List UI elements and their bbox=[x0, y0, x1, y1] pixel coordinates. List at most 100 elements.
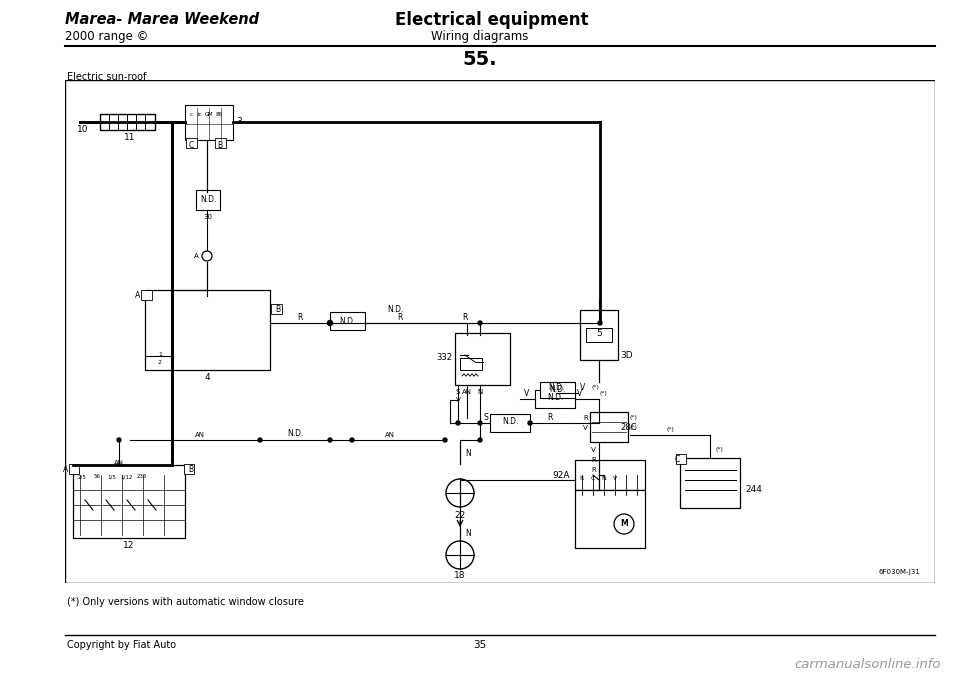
Text: R: R bbox=[547, 414, 553, 422]
Text: N: N bbox=[602, 475, 607, 481]
Text: ic: ic bbox=[198, 111, 203, 117]
Bar bbox=[680, 458, 740, 508]
Circle shape bbox=[117, 438, 121, 442]
Bar bbox=[69, 464, 79, 474]
Text: V: V bbox=[577, 389, 583, 399]
Circle shape bbox=[443, 438, 447, 442]
Bar bbox=[186, 138, 197, 148]
Text: Electrical equipment: Electrical equipment bbox=[395, 11, 588, 29]
Text: 28C: 28C bbox=[620, 424, 636, 433]
Circle shape bbox=[327, 321, 332, 325]
Text: 5: 5 bbox=[596, 330, 602, 338]
Bar bbox=[330, 312, 365, 330]
Circle shape bbox=[258, 438, 262, 442]
Text: (*): (*) bbox=[666, 428, 674, 433]
Text: 11: 11 bbox=[124, 134, 135, 142]
Text: 10: 10 bbox=[77, 125, 88, 134]
Text: Copyright by Fiat Auto: Copyright by Fiat Auto bbox=[67, 640, 176, 650]
Text: 3D: 3D bbox=[620, 351, 633, 359]
Text: V: V bbox=[456, 397, 461, 403]
Text: 55.: 55. bbox=[463, 50, 497, 69]
Text: 6F030M-J31: 6F030M-J31 bbox=[878, 569, 920, 575]
Text: AN: AN bbox=[462, 389, 472, 395]
Bar bbox=[535, 390, 575, 408]
Text: 22: 22 bbox=[454, 511, 466, 521]
Bar bbox=[575, 460, 645, 490]
Text: 86: 86 bbox=[215, 111, 223, 117]
Text: 2/5: 2/5 bbox=[78, 475, 86, 479]
Text: AN: AN bbox=[195, 432, 205, 438]
Text: 2000 range ©: 2000 range © bbox=[65, 30, 149, 43]
Circle shape bbox=[456, 421, 460, 425]
Circle shape bbox=[350, 438, 354, 442]
Circle shape bbox=[478, 321, 482, 325]
Circle shape bbox=[598, 321, 602, 325]
Bar bbox=[460, 358, 482, 370]
Text: N.D.: N.D. bbox=[549, 386, 565, 395]
Circle shape bbox=[478, 421, 482, 425]
Bar bbox=[145, 290, 270, 370]
Text: S: S bbox=[484, 414, 489, 422]
Bar bbox=[490, 414, 530, 432]
Text: R: R bbox=[580, 475, 584, 481]
Text: N.D.: N.D. bbox=[548, 384, 565, 393]
Text: N.D.: N.D. bbox=[387, 306, 403, 315]
Text: N: N bbox=[477, 389, 483, 395]
Text: V: V bbox=[580, 384, 586, 393]
Text: carmanualsonline.info: carmanualsonline.info bbox=[794, 658, 941, 671]
Text: R: R bbox=[397, 313, 402, 323]
Text: S: S bbox=[456, 389, 460, 395]
Bar bbox=[73, 465, 185, 538]
Text: R: R bbox=[584, 415, 588, 421]
Bar bbox=[215, 138, 226, 148]
Text: V: V bbox=[524, 389, 530, 399]
Bar bbox=[580, 310, 618, 360]
Text: 1/5: 1/5 bbox=[108, 475, 116, 479]
Bar bbox=[676, 454, 686, 464]
Text: 235: 235 bbox=[136, 475, 147, 479]
Text: V: V bbox=[591, 447, 596, 453]
Text: 3: 3 bbox=[236, 117, 242, 127]
Text: AN: AN bbox=[114, 460, 124, 466]
Text: N.D.: N.D. bbox=[547, 393, 564, 403]
Text: N.D.: N.D. bbox=[339, 317, 355, 325]
Text: 244: 244 bbox=[745, 485, 762, 494]
Text: 18: 18 bbox=[454, 572, 466, 580]
Bar bbox=[184, 464, 194, 474]
Circle shape bbox=[478, 438, 482, 442]
Bar bbox=[455, 333, 510, 385]
Circle shape bbox=[528, 421, 532, 425]
Bar bbox=[590, 412, 628, 442]
Text: B: B bbox=[188, 466, 193, 475]
Text: (*): (*) bbox=[630, 416, 637, 420]
Text: 4: 4 bbox=[204, 374, 210, 382]
Text: 1: 1 bbox=[158, 353, 162, 357]
Text: c: c bbox=[189, 111, 193, 117]
Text: C: C bbox=[188, 140, 194, 150]
Text: B: B bbox=[217, 140, 223, 150]
Text: (*): (*) bbox=[592, 386, 600, 391]
Bar bbox=[540, 382, 575, 398]
Bar bbox=[185, 105, 233, 140]
Text: (*): (*) bbox=[716, 447, 724, 452]
Text: GM: GM bbox=[204, 111, 213, 117]
Text: A: A bbox=[134, 292, 140, 300]
Text: N.D.: N.D. bbox=[287, 428, 303, 437]
Text: (*): (*) bbox=[630, 426, 637, 431]
Text: N: N bbox=[465, 449, 470, 458]
Text: N.D.: N.D. bbox=[200, 195, 216, 205]
Bar bbox=[141, 290, 152, 300]
Text: 2: 2 bbox=[158, 361, 162, 365]
Text: 12: 12 bbox=[123, 540, 134, 549]
Text: A: A bbox=[194, 253, 199, 259]
Text: N: N bbox=[465, 530, 470, 538]
Text: Marea- Marea Weekend: Marea- Marea Weekend bbox=[65, 12, 259, 27]
Text: V: V bbox=[584, 425, 588, 431]
Text: (*) Only versions with automatic window closure: (*) Only versions with automatic window … bbox=[67, 597, 304, 607]
Text: R: R bbox=[463, 313, 468, 323]
Text: 332: 332 bbox=[436, 353, 452, 363]
Text: 92A: 92A bbox=[553, 471, 570, 481]
Text: Wiring diagrams: Wiring diagrams bbox=[431, 30, 529, 43]
Text: 35: 35 bbox=[473, 640, 487, 650]
Text: 56: 56 bbox=[93, 475, 101, 479]
